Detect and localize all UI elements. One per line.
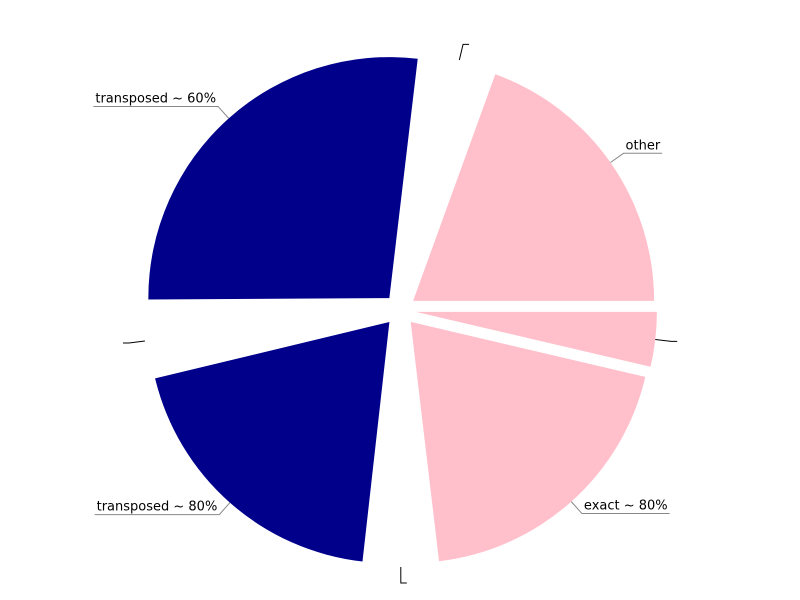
- leader-line-2: [570, 501, 670, 515]
- slice-label-exact-80: exact ~ 80%: [584, 499, 668, 514]
- pie-slice-5: [143, 311, 385, 369]
- pie-slice-7: [403, 55, 486, 295]
- pie-slice-3: [373, 325, 429, 567]
- slice-label-transposed-80: transposed ~ 80%: [97, 500, 218, 515]
- leader-line-5: [122, 340, 145, 344]
- pie-slice-2: [410, 321, 646, 562]
- slice-label-transposed-60: transposed ~ 60%: [95, 91, 216, 106]
- pie-slice-8: [413, 74, 655, 301]
- pie-slice-6: [148, 57, 418, 300]
- leader-line-4: [94, 502, 231, 516]
- leader-line-7: [458, 43, 470, 61]
- pie-slices: [143, 55, 657, 567]
- pie-slice-1: [415, 311, 657, 367]
- pie-labels: exact ~ 80% transposed ~ 80% transposed ~ …: [93, 43, 678, 584]
- leader-line-1: [655, 338, 678, 342]
- leader-line-8: [610, 152, 663, 163]
- leader-line-6: [93, 105, 230, 119]
- leader-line-3: [400, 566, 407, 584]
- pie-slice-4: [155, 321, 390, 562]
- slice-label-other: other: [626, 138, 661, 153]
